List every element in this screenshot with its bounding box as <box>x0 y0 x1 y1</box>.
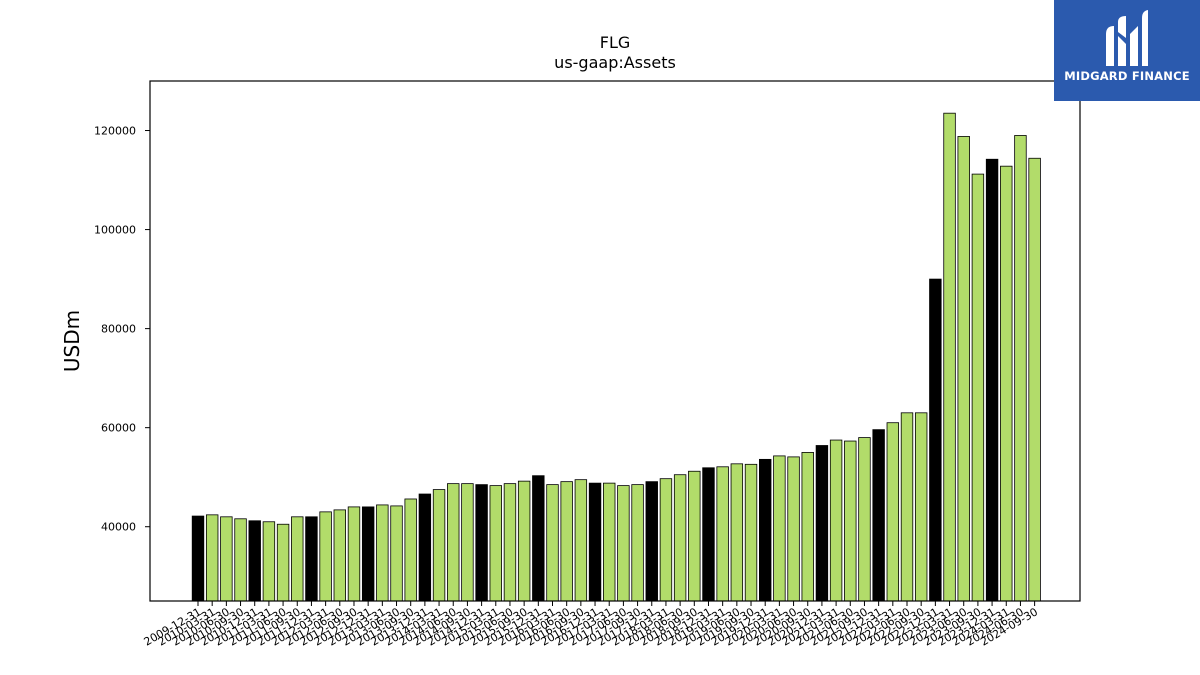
bar-2014-09-30 <box>461 483 474 602</box>
bar-2021-06-30 <box>844 440 857 602</box>
bar-2018-03-31 <box>659 478 673 602</box>
bar-2023-12-31 <box>985 158 999 602</box>
bar-2022-12-31 <box>929 278 942 602</box>
y-tick-label: 100000 <box>94 224 136 237</box>
bar-2012-12-31 <box>361 506 375 602</box>
bar-2017-06-30 <box>617 485 630 602</box>
bar-2022-09-30 <box>914 412 928 602</box>
bar-2019-12-31 <box>759 458 772 602</box>
bar-2011-06-30 <box>276 523 290 602</box>
bar-2017-12-31 <box>645 481 658 602</box>
bar-2012-09-30 <box>347 506 361 602</box>
bar-2013-09-30 <box>404 498 417 602</box>
bar-2024-03-31 <box>1000 165 1013 602</box>
y-tick-label: 80000 <box>101 323 136 336</box>
brand-logo: MIDGARD FINANCE <box>1054 0 1200 101</box>
bar-2023-06-30 <box>957 136 970 602</box>
bar-2016-12-31 <box>588 482 602 602</box>
y-tick-label: 120000 <box>94 125 136 138</box>
bar-2014-03-31 <box>432 489 446 602</box>
bar-2011-12-31 <box>305 516 318 602</box>
y-tick-label: 60000 <box>101 422 136 435</box>
bar-2016-09-30 <box>574 479 588 602</box>
bar-2011-03-31 <box>262 521 276 602</box>
bar-2016-03-31 <box>546 484 559 602</box>
bar-2020-03-31 <box>773 455 786 602</box>
bar-2012-06-30 <box>333 509 347 602</box>
bar-2015-06-30 <box>503 483 517 602</box>
bar-2012-03-31 <box>319 511 332 602</box>
bar-2014-12-31 <box>475 484 488 602</box>
bar-2023-09-30 <box>971 173 985 602</box>
bar-2017-03-31 <box>603 482 616 602</box>
brand-name: MIDGARD FINANCE <box>1064 69 1190 83</box>
x-axis-ticks: 2009-12-312010-03-312010-06-302010-09-30… <box>142 601 1040 649</box>
bar-2015-03-31 <box>489 485 502 602</box>
bar-2014-06-30 <box>447 483 460 602</box>
bar-2010-09-30 <box>234 518 247 602</box>
chart-subtitle: us-gaap:Assets <box>554 53 676 72</box>
bar-2019-06-30 <box>730 463 744 602</box>
bars-group <box>191 112 1041 602</box>
y-axis-ticks: 40000 60000 80000 100000 120000 <box>94 125 150 534</box>
bar-2017-09-30 <box>631 484 644 602</box>
bar-2024-09-30 <box>1028 157 1041 602</box>
bar-2020-12-31 <box>815 445 829 602</box>
bar-2022-03-31 <box>886 422 900 602</box>
bar-2019-09-30 <box>744 463 758 602</box>
bar-2010-12-31 <box>248 520 261 602</box>
bar-2015-09-30 <box>517 480 531 602</box>
bar-2015-12-31 <box>532 475 545 602</box>
midgard-logo-icon <box>1106 10 1148 66</box>
bar-2018-06-30 <box>673 474 687 602</box>
bar-2021-09-30 <box>858 437 871 602</box>
y-axis-label: USDm <box>60 310 84 372</box>
bar-2023-03-31 <box>943 112 956 602</box>
bar-2009-12-31 <box>191 515 205 602</box>
bar-2016-06-30 <box>560 481 573 602</box>
bar-2019-03-31 <box>716 466 729 602</box>
bar-2013-06-30 <box>390 505 403 602</box>
bar-2011-09-30 <box>291 516 304 602</box>
bar-2020-06-30 <box>787 456 800 602</box>
bar-2024-06-30 <box>1014 135 1027 602</box>
bar-2013-03-31 <box>376 504 389 602</box>
bar-2010-03-31 <box>205 514 219 602</box>
chart-title: FLG <box>600 33 631 52</box>
bar-2021-03-31 <box>829 439 843 602</box>
bar-2013-12-31 <box>418 493 432 602</box>
bar-2018-09-30 <box>688 470 701 602</box>
y-tick-label: 40000 <box>101 521 136 534</box>
bar-2020-09-30 <box>801 452 814 602</box>
bar-2021-12-31 <box>872 429 885 602</box>
plot-frame <box>149 80 1081 602</box>
bar-2010-06-30 <box>220 516 233 602</box>
bar-2022-06-30 <box>900 412 914 602</box>
bar-2018-12-31 <box>702 467 715 602</box>
